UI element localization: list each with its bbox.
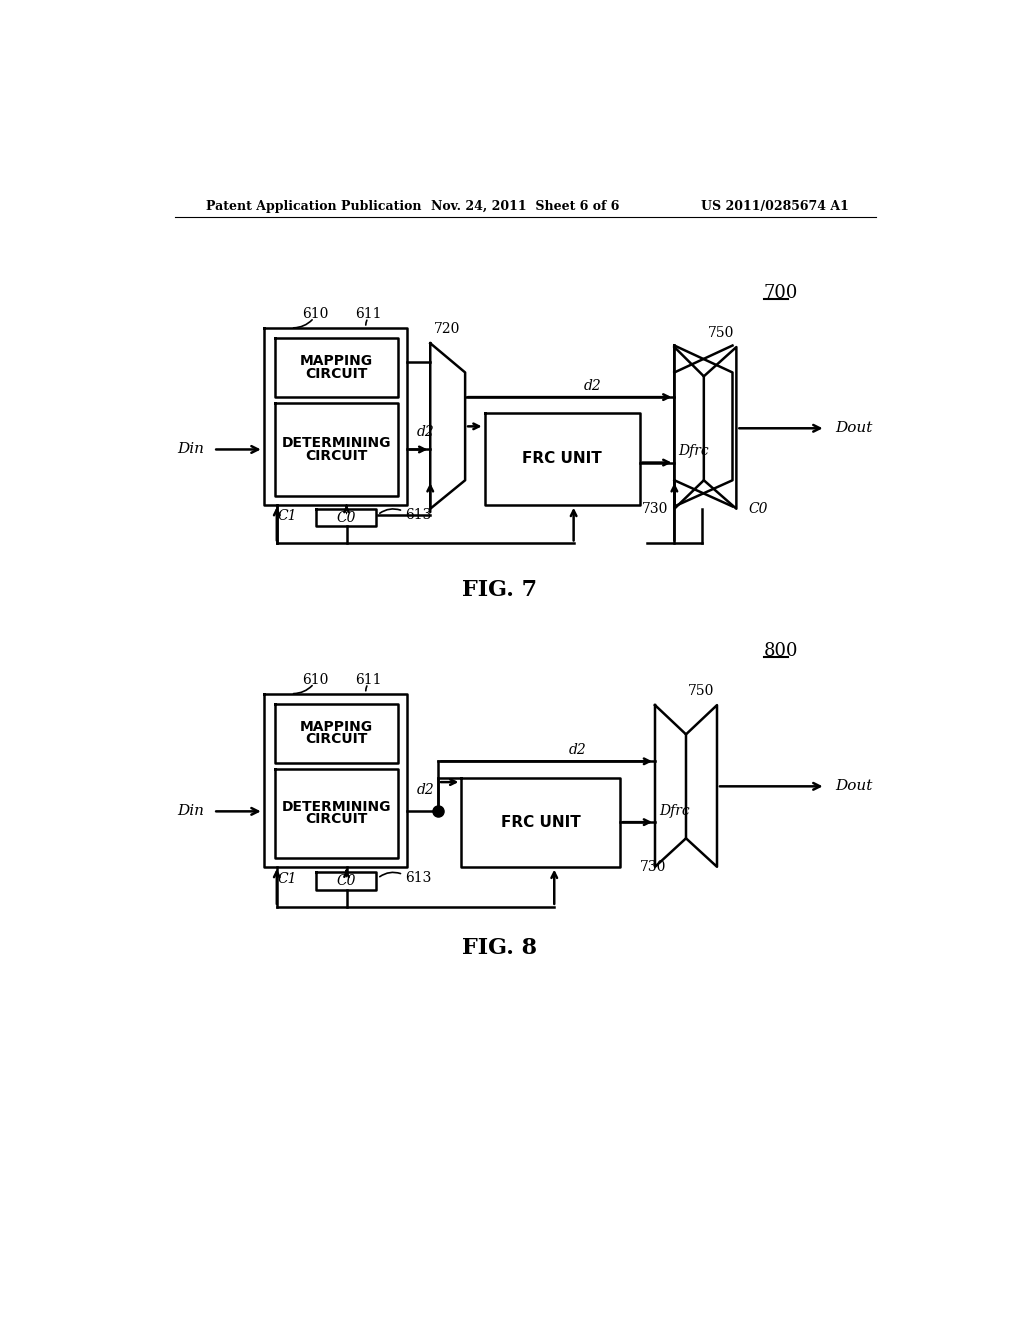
Text: 611: 611	[355, 673, 382, 686]
Text: CIRCUIT: CIRCUIT	[305, 449, 368, 462]
Text: CIRCUIT: CIRCUIT	[305, 367, 368, 380]
Text: d2: d2	[568, 743, 587, 756]
Text: C0: C0	[337, 511, 356, 524]
Text: Patent Application Publication: Patent Application Publication	[206, 199, 421, 213]
Text: FRC UNIT: FRC UNIT	[522, 451, 602, 466]
Text: 730: 730	[642, 502, 669, 516]
Text: Nov. 24, 2011  Sheet 6 of 6: Nov. 24, 2011 Sheet 6 of 6	[431, 199, 618, 213]
Text: FIG. 8: FIG. 8	[463, 937, 538, 958]
Text: Dout: Dout	[835, 421, 872, 436]
Text: Din: Din	[177, 804, 204, 818]
Text: FRC UNIT: FRC UNIT	[501, 814, 581, 830]
Text: 613: 613	[406, 871, 432, 886]
Text: US 2011/0285674 A1: US 2011/0285674 A1	[700, 199, 849, 213]
Text: 610: 610	[302, 673, 329, 686]
Text: 730: 730	[640, 859, 666, 874]
Text: 700: 700	[764, 284, 798, 302]
Text: d2: d2	[417, 425, 434, 438]
Text: CIRCUIT: CIRCUIT	[305, 733, 368, 746]
Text: MAPPING: MAPPING	[300, 354, 373, 368]
Text: 720: 720	[434, 322, 461, 337]
Text: CIRCUIT: CIRCUIT	[305, 812, 368, 826]
Text: d2: d2	[417, 783, 434, 797]
Text: C1: C1	[278, 873, 297, 886]
Text: DETERMINING: DETERMINING	[282, 437, 391, 450]
Text: FIG. 7: FIG. 7	[463, 578, 538, 601]
Text: 610: 610	[302, 308, 329, 321]
Text: Dfrc: Dfrc	[658, 804, 689, 818]
Text: 800: 800	[764, 643, 798, 660]
Text: 611: 611	[355, 308, 382, 321]
Text: Din: Din	[177, 442, 204, 457]
Text: DETERMINING: DETERMINING	[282, 800, 391, 814]
Text: 613: 613	[406, 508, 432, 521]
Text: Dout: Dout	[835, 779, 872, 793]
Text: MAPPING: MAPPING	[300, 719, 373, 734]
Text: C1: C1	[278, 508, 297, 523]
Text: 750: 750	[708, 326, 734, 341]
Text: Dfrc: Dfrc	[678, 444, 709, 458]
Text: C0: C0	[748, 502, 768, 516]
Text: 750: 750	[688, 684, 715, 698]
Text: d2: d2	[584, 379, 602, 392]
Text: C0: C0	[337, 874, 356, 888]
